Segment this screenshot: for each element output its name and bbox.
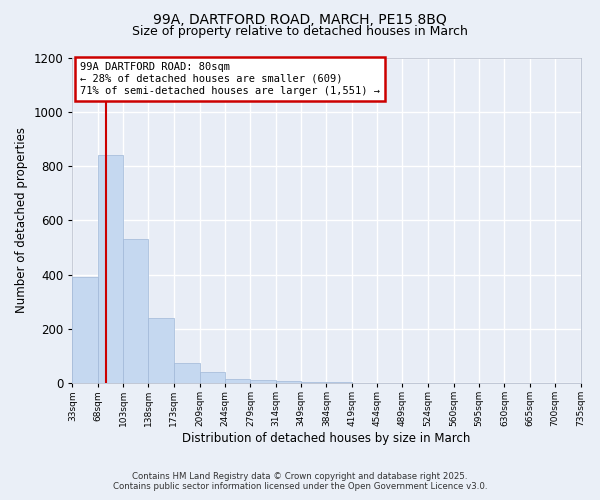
Bar [326,382,352,383]
X-axis label: Distribution of detached houses by size in March: Distribution of detached houses by size … [182,432,470,445]
Text: 99A DARTFORD ROAD: 80sqm
← 28% of detached houses are smaller (609)
71% of semi-: 99A DARTFORD ROAD: 80sqm ← 28% of detach… [80,62,380,96]
Bar [200,372,225,383]
Text: 99A, DARTFORD ROAD, MARCH, PE15 8BQ: 99A, DARTFORD ROAD, MARCH, PE15 8BQ [153,12,447,26]
Bar [73,278,98,383]
Y-axis label: Number of detached properties: Number of detached properties [15,128,28,314]
Text: Contains HM Land Registry data © Crown copyright and database right 2025.
Contai: Contains HM Land Registry data © Crown c… [113,472,487,491]
Bar [250,380,276,383]
Bar [377,382,403,383]
Bar [123,240,148,383]
Bar [148,318,173,383]
Text: Size of property relative to detached houses in March: Size of property relative to detached ho… [132,25,468,38]
Bar [276,381,301,383]
Bar [225,379,250,383]
Bar [173,363,200,383]
Bar [352,382,377,383]
Bar [301,382,326,383]
Bar [98,155,123,383]
